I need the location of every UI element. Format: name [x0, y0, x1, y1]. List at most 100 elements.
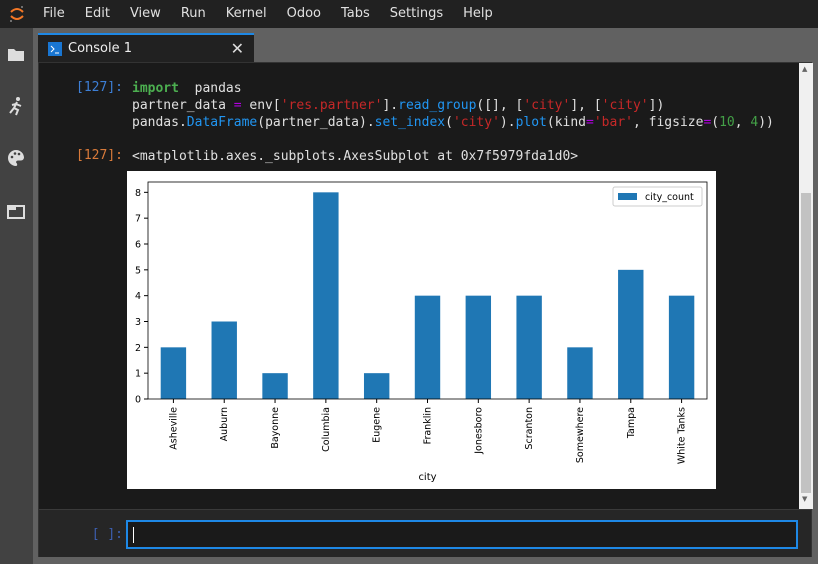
- code-cell[interactable]: import pandas partner_data = env['res.par…: [132, 80, 774, 131]
- output-text: <matplotlib.axes._subplots.AxesSubplot a…: [132, 149, 579, 164]
- code-token: env[: [241, 98, 281, 113]
- bar-chart: Asheville Auburn Bayonne Columbia Eugene Fran…: [127, 171, 716, 489]
- running-icon[interactable]: [6, 96, 26, 116]
- x-tick-label: Eugene: [372, 407, 383, 443]
- x-tick-label: Scranton: [524, 407, 535, 450]
- x-tick-label: Tampa: [626, 407, 637, 439]
- console-icon: [48, 41, 62, 56]
- y-tick-label: 0: [135, 395, 141, 406]
- folder-icon[interactable]: [6, 44, 26, 64]
- x-axis-label: city: [418, 472, 436, 483]
- bar: [313, 192, 339, 399]
- scroll-up-icon[interactable]: ▲: [802, 65, 808, 73]
- text-caret: [133, 527, 134, 543]
- menu-help[interactable]: Help: [463, 6, 493, 21]
- scroll-down-icon[interactable]: ▼: [802, 495, 808, 503]
- code-token: 4: [750, 115, 759, 130]
- bar: [414, 295, 441, 399]
- menu-edit[interactable]: Edit: [84, 6, 110, 21]
- bar: [567, 347, 593, 399]
- code-token: ], [: [570, 98, 602, 113]
- y-tick-label: 4: [135, 291, 141, 302]
- menu-settings[interactable]: Settings: [389, 6, 444, 21]
- bar: [516, 295, 542, 399]
- code-token: pandas.: [132, 115, 187, 130]
- bar: [465, 295, 492, 399]
- code-token: ).: [499, 115, 516, 130]
- tab-console-1[interactable]: Console 1 ✕: [38, 33, 254, 62]
- menu-odoo[interactable]: Odoo: [286, 6, 321, 21]
- code-token: pandas: [178, 81, 242, 96]
- code-token: )): [758, 115, 774, 130]
- code-token: plot: [515, 115, 547, 130]
- menu-view[interactable]: View: [129, 6, 161, 21]
- code-token: 'city': [601, 98, 649, 113]
- y-tick-label: 6: [135, 240, 141, 251]
- code-line: partner_data = env['res.partner'].read_g…: [132, 97, 774, 114]
- code-input[interactable]: [126, 520, 798, 549]
- code-token: (: [445, 115, 453, 130]
- y-tick-label: 8: [135, 188, 141, 199]
- jupyter-logo-icon: [0, 0, 33, 28]
- code-token: =: [233, 98, 242, 113]
- x-tick-label: Asheville: [168, 407, 179, 450]
- x-tick-label: Franklin: [423, 407, 434, 444]
- code-token: ].: [382, 98, 399, 113]
- code-token: (partner_data).: [257, 115, 375, 130]
- scrollbar[interactable]: ▲ ▼: [799, 63, 813, 509]
- code-token: partner_data: [132, 98, 234, 113]
- bar: [262, 373, 288, 399]
- close-tab-icon[interactable]: ✕: [230, 39, 244, 58]
- code-token: (kind: [546, 115, 587, 130]
- chart-svg: Asheville Auburn Bayonne Columbia Eugene Fran…: [135, 181, 708, 483]
- y-tick-label: 5: [135, 265, 141, 276]
- code-token: DataFrame: [186, 115, 258, 130]
- code-token: =: [703, 115, 712, 130]
- code-token: =: [586, 115, 594, 130]
- x-tick-label: Auburn: [219, 407, 230, 441]
- console-output: [127]: import pandas partner_data = env['…: [39, 63, 799, 509]
- menu-file[interactable]: File: [43, 6, 65, 21]
- code-line: pandas.DataFrame(partner_data).set_index…: [132, 114, 774, 131]
- y-tick-label: 1: [135, 369, 141, 380]
- code-token: import: [132, 81, 179, 96]
- code-token: (: [711, 115, 720, 130]
- code-token: , figsize: [632, 115, 704, 130]
- code-token: ]): [648, 98, 665, 113]
- legend-swatch: [618, 193, 637, 200]
- palette-icon[interactable]: [6, 148, 26, 168]
- bar: [211, 321, 237, 399]
- tab-bar: Console 1 ✕: [38, 28, 818, 62]
- x-tick-label: Jonesboro: [473, 407, 484, 455]
- tab-label: Console 1: [68, 41, 133, 56]
- y-tick-label: 2: [135, 343, 141, 354]
- scrollbar-thumb[interactable]: [801, 193, 811, 493]
- code-token: 'city': [523, 98, 571, 113]
- prompt-area: [ ]:: [39, 509, 811, 557]
- input-prompt-empty: [ ]:: [91, 527, 123, 542]
- y-tick-label: 7: [135, 214, 141, 225]
- code-token: 10: [719, 115, 735, 130]
- code-token: 'city': [452, 115, 500, 130]
- menu-tabs[interactable]: Tabs: [341, 6, 370, 21]
- code-token: 'res.partner': [280, 98, 383, 113]
- output-prompt: [127]:: [76, 148, 123, 163]
- code-line: import pandas: [132, 80, 774, 97]
- console-panel: [127]: import pandas partner_data = env['…: [38, 62, 813, 557]
- code-token: 'bar': [593, 115, 633, 130]
- code-token: ,: [734, 115, 751, 130]
- code-token: ([], [: [476, 98, 524, 113]
- y-tick-label: 3: [135, 317, 141, 328]
- bar: [363, 373, 390, 399]
- menu-kernel[interactable]: Kernel: [225, 6, 267, 21]
- menu-run[interactable]: Run: [180, 6, 206, 21]
- bar: [618, 269, 644, 399]
- x-tick-label: White Tanks: [677, 407, 688, 464]
- tabs-icon[interactable]: [6, 202, 26, 222]
- bar: [668, 295, 695, 399]
- code-token: read_group: [398, 98, 477, 113]
- x-tick-label: Bayonne: [270, 407, 281, 449]
- axes-frame: [147, 181, 708, 400]
- legend-label: city_count: [645, 192, 694, 203]
- x-tick-label: Columbia: [321, 407, 332, 452]
